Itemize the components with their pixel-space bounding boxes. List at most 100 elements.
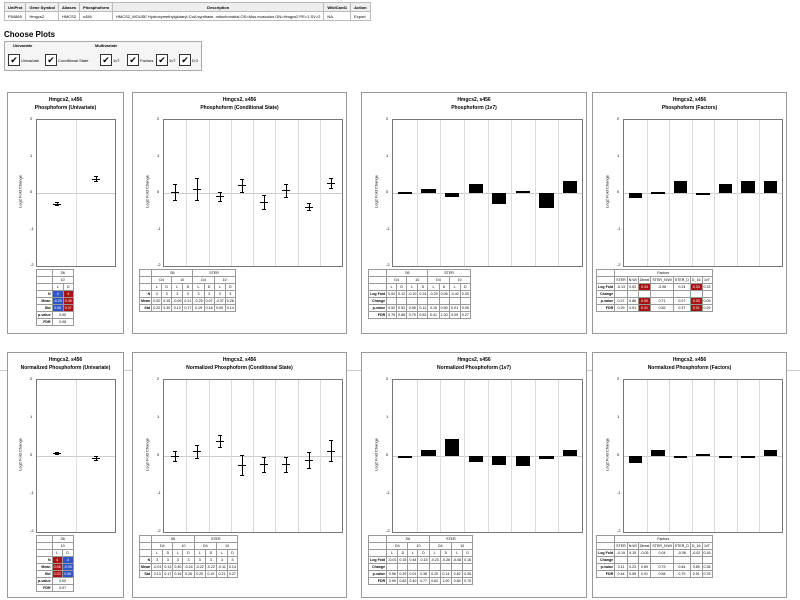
stats-cell: D4 [193, 542, 218, 550]
error-bar-cap [195, 457, 200, 459]
checkbox-1vt[interactable]: ✔ 1vT [100, 53, 120, 67]
stats-cell: 0.16 [172, 570, 184, 578]
stats-cell: 4 [62, 290, 74, 298]
stats-header-row: S6 [36, 535, 74, 543]
category-divider [669, 380, 671, 532]
stats-cell: 0.10 [161, 297, 173, 305]
stats-cell: 0.05 [51, 304, 64, 312]
y-tick-label: 0 [617, 452, 620, 457]
bar [563, 449, 578, 456]
stats-cell [459, 297, 471, 305]
stats-cell: D [459, 283, 471, 291]
checkbox-check-icon[interactable]: ✔ [8, 54, 20, 66]
stats-cell: -0.06 [672, 549, 691, 557]
stats-cell: 1vT [701, 276, 713, 284]
category-divider [487, 120, 489, 266]
stats-cell [595, 535, 616, 543]
stats-cell: 3 [216, 556, 228, 564]
error-bar-cap [195, 178, 200, 180]
stats-cell: Log Fold [595, 549, 616, 557]
stats-fdr-row: FDR 0.08 [36, 318, 74, 326]
stats-cell: 10 [51, 542, 74, 550]
stats-grid: Factors STER N:Wl Dtreat STER_N:Wl STER_D D_16… [595, 269, 713, 312]
stats-cell: -0.37 [213, 297, 226, 305]
stats-cell: 0.62 [450, 570, 464, 578]
error-bar-cap [239, 179, 244, 181]
stats-cell: 0.75 [462, 577, 474, 585]
checkbox-check-icon[interactable]: ✔ [45, 54, 57, 66]
checkbox-1vt-2[interactable]: ✔ 1vT [156, 53, 176, 67]
choose-plots-heading: Choose Plots [4, 30, 56, 39]
error-bar [286, 457, 288, 472]
stats-cell: Factors [614, 269, 713, 277]
stats-cell: STER [427, 269, 471, 277]
stats-cell: L [171, 283, 184, 291]
stats-cell: 0.00 [51, 577, 74, 585]
stats-grid: S6 10 L D N 4 4 Mean -0.29 0.39 Std 0.05 0.07 p-value… [36, 269, 74, 326]
stats-cell [428, 563, 441, 571]
bar [492, 456, 507, 465]
checkbox-check-icon[interactable]: ✔ [100, 54, 112, 66]
error-bar-cap [173, 200, 178, 202]
stats-cell: Factors [614, 535, 713, 543]
y-axis-label: Log2 Fold Change [604, 438, 610, 471]
mean-marker [304, 460, 313, 462]
stats-cell: D4 [386, 276, 408, 284]
stats-cell: D [182, 549, 195, 557]
stats-cell: Mean [36, 563, 53, 571]
stats-cell [701, 556, 713, 564]
y-axis-label: Log2 Fold Change [604, 175, 610, 208]
y-tick-label: -1 [617, 225, 621, 231]
stats-cell: -0.24 [182, 563, 195, 571]
stats-cell: 0.02 [151, 297, 163, 305]
gene-label: Hmgcs2, s456 [672, 357, 707, 363]
checkbox-d2[interactable]: ✔ D:2 [179, 53, 198, 67]
y-tick-label: -1 [617, 490, 621, 495]
gene-info-row: P54869 Hmgcs2 HMCS2 s456 HMCS2_MOUSE Hyd… [3, 11, 371, 21]
stats-cell: D_16 [689, 276, 703, 284]
stats-cell: 0.39 [62, 297, 74, 305]
bar [673, 456, 688, 458]
checkbox-conditional-state[interactable]: ✔ Conditional State [45, 53, 88, 67]
bar [696, 454, 710, 457]
checkbox-check-icon[interactable]: ✔ [127, 54, 139, 66]
stats-cell: N [138, 556, 153, 564]
stats-fdr-row: FDR 0.79 0.88 0.79 0.52 0.41 1.00 0.09 0.27 [367, 311, 471, 319]
stats-cell: 10 [448, 276, 471, 284]
col-header: Gene Symbol [25, 2, 60, 12]
stats-cell: 0.33 [689, 283, 703, 291]
stats-cell: 3 [213, 290, 226, 298]
checkbox-check-icon[interactable]: ✔ [179, 54, 191, 66]
category-divider [416, 380, 418, 532]
stats-cell: 0.86 [626, 297, 639, 305]
y-tick-label: 1 [617, 152, 620, 158]
stats-cell: p-value [367, 570, 388, 578]
uniprot-cell[interactable]: P54869 [3, 11, 27, 21]
plot-area [392, 379, 583, 533]
category-divider [646, 120, 648, 266]
checkbox-factors[interactable]: ✔ Factors [127, 53, 153, 67]
stats-cell: 0.00 [51, 311, 74, 319]
stats-cell: 0.64 [672, 563, 691, 571]
stats-cell: 0.40 [172, 563, 184, 571]
checkbox-check-icon[interactable]: ✔ [156, 54, 168, 66]
mean-marker [326, 450, 335, 452]
stats-cell: -0.42 [448, 290, 461, 298]
stats-cell: STER [614, 276, 628, 284]
stats-cell: S6 [51, 535, 74, 543]
error-bar-cap [217, 200, 222, 202]
stats-cell: D_16 [689, 542, 703, 550]
plot-area [623, 119, 783, 267]
checkbox-univariate[interactable]: ✔ Univariate [8, 53, 39, 67]
y-tick-label: 1 [386, 152, 389, 158]
stats-cell: Std [36, 304, 53, 312]
stats-cell: FDR [595, 570, 616, 578]
stats-cell: 0.69 [637, 563, 652, 571]
export-link[interactable]: Export [350, 11, 371, 21]
y-axis-label: Log2 Fold Change [144, 175, 150, 208]
stats-cell: 0.52 [396, 304, 408, 312]
stats-cell: 0.84 [450, 577, 464, 585]
y-tick-label: 1 [617, 414, 620, 419]
stats-cell: 0.04 [650, 549, 674, 557]
category-divider [275, 120, 277, 266]
